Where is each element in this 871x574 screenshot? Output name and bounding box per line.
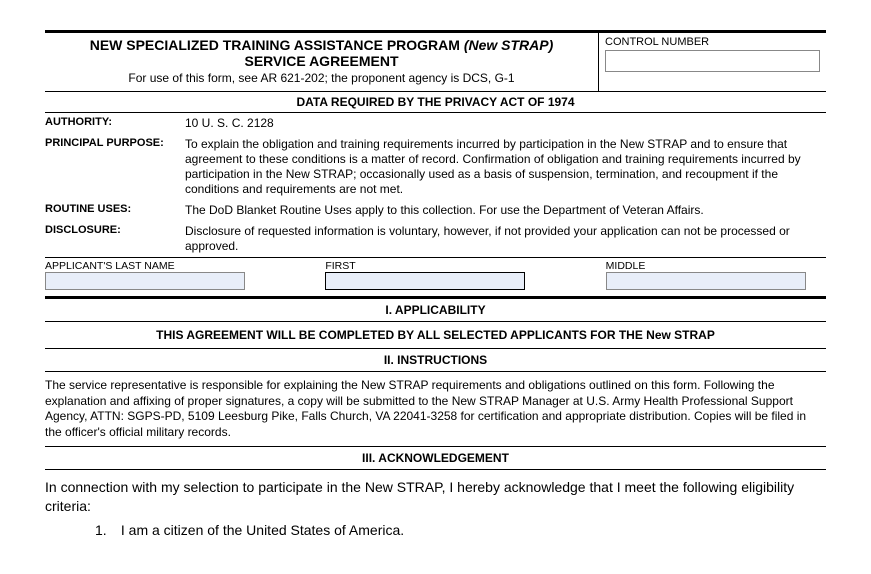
control-number-label: CONTROL NUMBER [605,36,820,48]
purpose-label: PRINCIPAL PURPOSE: [45,137,185,197]
middle-name-label: MIDDLE [606,260,826,272]
disclosure-value: Disclosure of requested information is v… [185,224,826,254]
routine-uses-value: The DoD Blanket Routine Uses apply to th… [185,203,826,218]
disclosure-row: DISCLOSURE: Disclosure of requested info… [45,221,826,257]
authority-value: 10 U. S. C. 2128 [185,116,826,131]
acknowledgement-title: III. ACKNOWLEDGEMENT [45,447,826,469]
applicability-text: THIS AGREEMENT WILL BE COMPLETED BY ALL … [45,322,826,348]
first-name-cell: FIRST [325,260,605,290]
first-name-label: FIRST [325,260,545,272]
authority-label: AUTHORITY: [45,116,185,131]
first-name-input[interactable] [325,272,525,290]
form-title-line1: NEW SPECIALIZED TRAINING ASSISTANCE PROG… [51,37,592,53]
control-number-cell: CONTROL NUMBER [598,33,826,91]
item-number: 1. [95,522,117,538]
name-fields-row: APPLICANT'S LAST NAME FIRST MIDDLE [45,258,826,296]
control-number-input[interactable] [605,50,820,72]
purpose-value: To explain the obligation and training r… [185,137,826,197]
disclosure-label: DISCLOSURE: [45,224,185,254]
acknowledgement-list: 1. I am a citizen of the United States o… [45,522,826,538]
list-item: 1. I am a citizen of the United States o… [95,522,826,538]
routine-uses-row: ROUTINE USES: The DoD Blanket Routine Us… [45,200,826,221]
title-paren: (New STRAP) [464,37,553,53]
item-text: I am a citizen of the United States of A… [121,522,404,538]
form-title-line2: SERVICE AGREEMENT [51,53,592,69]
acknowledgement-intro: In connection with my selection to parti… [45,470,826,522]
title-main: NEW SPECIALIZED TRAINING ASSISTANCE PROG… [90,37,460,53]
header-row: NEW SPECIALIZED TRAINING ASSISTANCE PROG… [45,33,826,91]
applicability-title: I. APPLICABILITY [45,299,826,321]
last-name-cell: APPLICANT'S LAST NAME [45,260,325,290]
instructions-title: II. INSTRUCTIONS [45,349,826,371]
middle-name-cell: MIDDLE [606,260,826,290]
last-name-input[interactable] [45,272,245,290]
instructions-text: The service representative is responsibl… [45,372,826,446]
form-subtitle: For use of this form, see AR 621-202; th… [51,71,592,85]
authority-row: AUTHORITY: 10 U. S. C. 2128 [45,113,826,134]
form-page: NEW SPECIALIZED TRAINING ASSISTANCE PROG… [0,0,871,574]
header-title-block: NEW SPECIALIZED TRAINING ASSISTANCE PROG… [45,33,598,91]
purpose-row: PRINCIPAL PURPOSE: To explain the obliga… [45,134,826,200]
routine-uses-label: ROUTINE USES: [45,203,185,218]
privacy-act-heading: DATA REQUIRED BY THE PRIVACY ACT OF 1974 [45,92,826,112]
last-name-label: APPLICANT'S LAST NAME [45,260,265,272]
middle-name-input[interactable] [606,272,806,290]
